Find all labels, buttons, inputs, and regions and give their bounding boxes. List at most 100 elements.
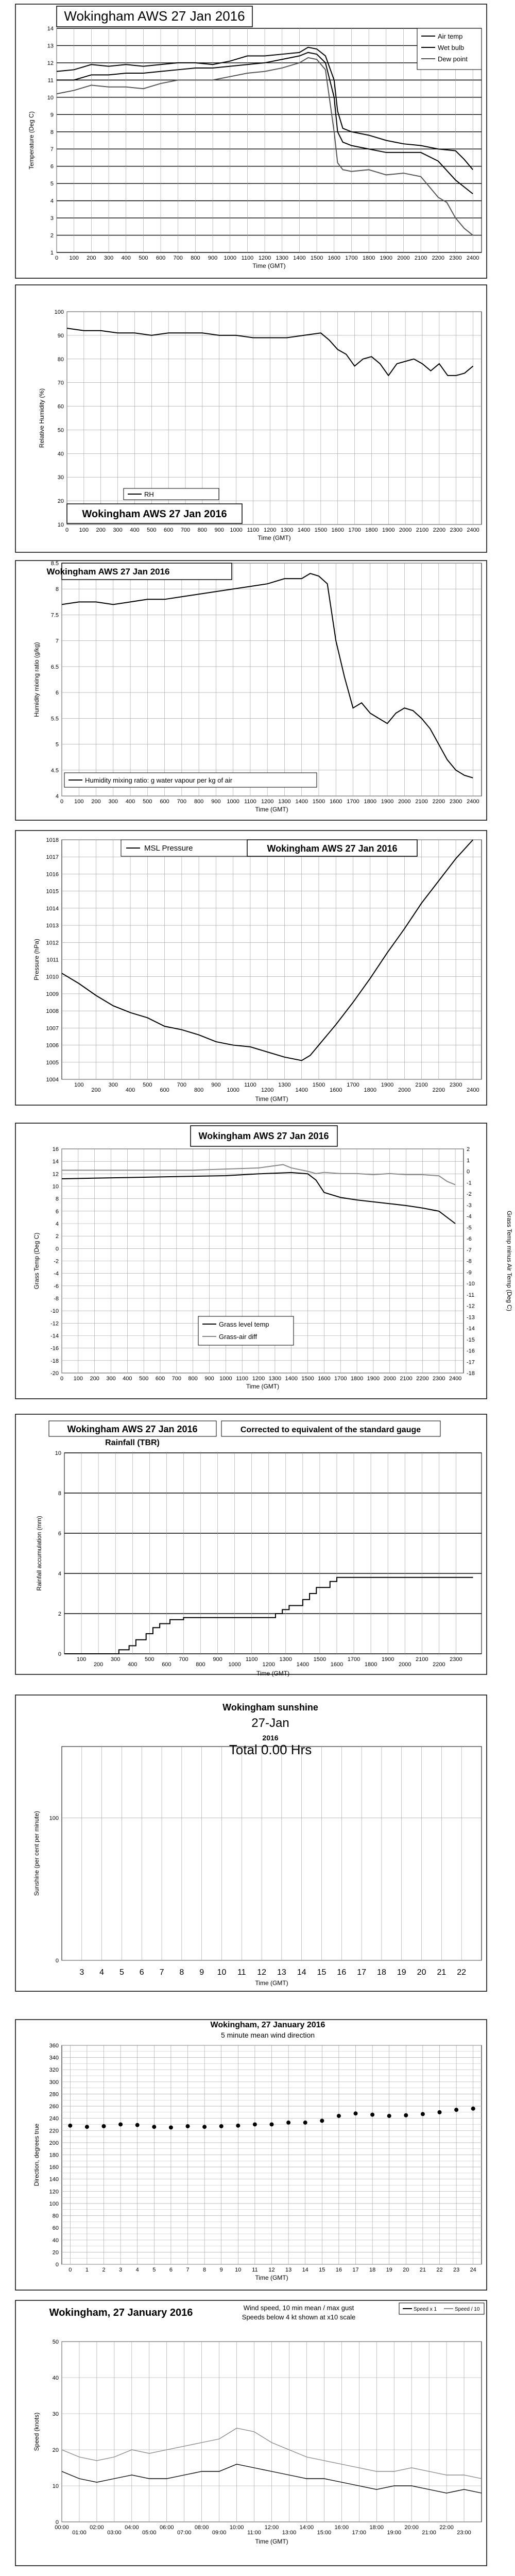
x-tick-label: 1800 (364, 1087, 376, 1093)
chart-title: Wokingham AWS 27 Jan 2016 (198, 1131, 329, 1141)
x-tick-label: 200 (87, 255, 96, 261)
y-tick-label: 1010 (46, 974, 59, 980)
y-right-tick-label: -15 (467, 1337, 475, 1343)
y-tick-label: 320 (49, 2067, 59, 2073)
x-tick-label: 300 (109, 1082, 118, 1088)
x-tick-label: 1700 (334, 1376, 347, 1382)
x-tick-label: 1900 (382, 1656, 394, 1663)
x-tick-label: 400 (126, 1087, 135, 1093)
x-tick-label: 20 (417, 1968, 426, 1977)
scatter-point (252, 2122, 257, 2127)
x-tick-label: 21 (437, 1968, 446, 1977)
x-tick-label: 16:00 (335, 2524, 349, 2531)
y-tick-label: 280 (49, 2091, 59, 2097)
legend-label: MSL Pressure (144, 844, 193, 853)
scatter-point (320, 2119, 324, 2123)
y-tick-label: 10 (47, 95, 54, 101)
y-tick-label: 40 (53, 2238, 59, 2244)
scatter-point (68, 2123, 73, 2128)
x-tick-label: 1700 (348, 527, 360, 533)
x-tick-label: 500 (139, 255, 148, 261)
y-tick-label: 30 (58, 474, 64, 481)
x-tick-label: 1600 (318, 1376, 330, 1382)
x-axis-label: Time (GMT) (255, 1979, 288, 1987)
legend-label: Grass level temp (219, 1320, 269, 1328)
y-tick-label: 340 (49, 2055, 59, 2061)
y-axis-label: Speed (knots) (33, 2413, 40, 2451)
x-tick-label: 1100 (236, 1376, 248, 1382)
x-tick-label: 1100 (244, 1082, 256, 1088)
legend-label: RH (144, 490, 154, 498)
y-right-tick-label: 1 (467, 1158, 470, 1164)
x-tick-label: 300 (104, 255, 113, 261)
y-tick-label: 2 (58, 1611, 61, 1617)
x-tick-label: 100 (77, 1656, 86, 1663)
y-tick-label: 16 (53, 1146, 59, 1153)
y-tick-label: 5.5 (51, 716, 59, 722)
x-tick-label: 23 (453, 2267, 459, 2273)
scatter-point (303, 2120, 307, 2125)
x-tick-label: 500 (147, 527, 156, 533)
y-axis-label: Temperature (Deg C) (28, 111, 35, 170)
x-tick-label: 0 (60, 1376, 63, 1382)
y-tick-label: 7 (56, 638, 59, 645)
title-box (56, 6, 253, 27)
x-tick-label: 17 (357, 1968, 366, 1977)
x-tick-label: 22 (436, 2267, 442, 2273)
note-box (221, 1420, 441, 1437)
x-tick-label: 1300 (278, 1082, 290, 1088)
x-tick-label: 10 (217, 1968, 227, 1977)
x-tick-label: 700 (177, 799, 186, 805)
y-tick-label: 40 (53, 2375, 59, 2381)
x-tick-label: 2300 (450, 1656, 462, 1663)
chart-panel-3: 4 4.5 5 5.5 6 6.5 7 7.5 8 8.5 0 100 200 300 400 500 600 7… (15, 560, 487, 821)
x-tick-label: 600 (164, 527, 173, 533)
x-tick-label: 15 (317, 1968, 327, 1977)
x-tick-label: 100 (74, 1082, 83, 1088)
scatter-point (336, 2113, 341, 2118)
x-tick-label: 1 (85, 2267, 89, 2273)
x-tick-label: 1500 (313, 799, 325, 805)
x-tick-label: 12 (268, 2267, 274, 2273)
x-tick-label: 13:00 (282, 2530, 297, 2536)
series-line-2 (62, 1164, 456, 1185)
y-tick-label: -20 (50, 1370, 59, 1377)
legend-label: Speed / 10 (455, 2307, 480, 2312)
chart-subtitle: Rainfall (TBR) (105, 1438, 160, 1447)
y-tick-label: 1011 (46, 957, 59, 963)
scatter-point (135, 2123, 140, 2127)
x-tick-label: 800 (194, 799, 203, 805)
x-tick-label: 2200 (433, 1662, 445, 1668)
x-tick-label: 800 (191, 255, 200, 261)
x-tick-label: 05:00 (142, 2530, 157, 2536)
x-tick-label: 200 (96, 527, 106, 533)
y-tick-label: 7 (50, 146, 54, 152)
y-tick-label: -2 (54, 1259, 59, 1265)
y-right-tick-label: -12 (467, 1303, 475, 1310)
y-tick-label: 2 (56, 1233, 59, 1240)
y-tick-label: 0 (56, 2519, 59, 2526)
x-tick-label: 2200 (432, 255, 444, 261)
y-right-tick-label: -9 (467, 1269, 472, 1276)
x-tick-label: 1400 (298, 527, 310, 533)
x-tick-label: 600 (156, 255, 165, 261)
y-tick-label: 100 (55, 309, 64, 315)
x-tick-label: 5 (119, 1968, 124, 1977)
x-tick-label: 00:00 (55, 2524, 69, 2531)
x-tick-label: 1500 (314, 1656, 326, 1663)
x-tick-label: 1900 (367, 1376, 380, 1382)
y-right-tick-label: -1 (467, 1180, 472, 1186)
chart-frame (15, 2300, 487, 2566)
y-tick-label: 260 (49, 2104, 59, 2110)
x-tick-label: 900 (204, 1376, 214, 1382)
x-tick-label: 200 (94, 1662, 103, 1668)
y-right-tick-label: -6 (467, 1236, 472, 1242)
y-right-tick-label: -7 (467, 1247, 472, 1253)
x-tick-label: 08:00 (195, 2524, 209, 2531)
x-tick-label: 600 (160, 799, 169, 805)
title-box (190, 1125, 338, 1147)
y-tick-label: 60 (58, 404, 64, 410)
scatter-point (152, 2125, 157, 2129)
y-right-tick-label: -5 (467, 1225, 472, 1231)
